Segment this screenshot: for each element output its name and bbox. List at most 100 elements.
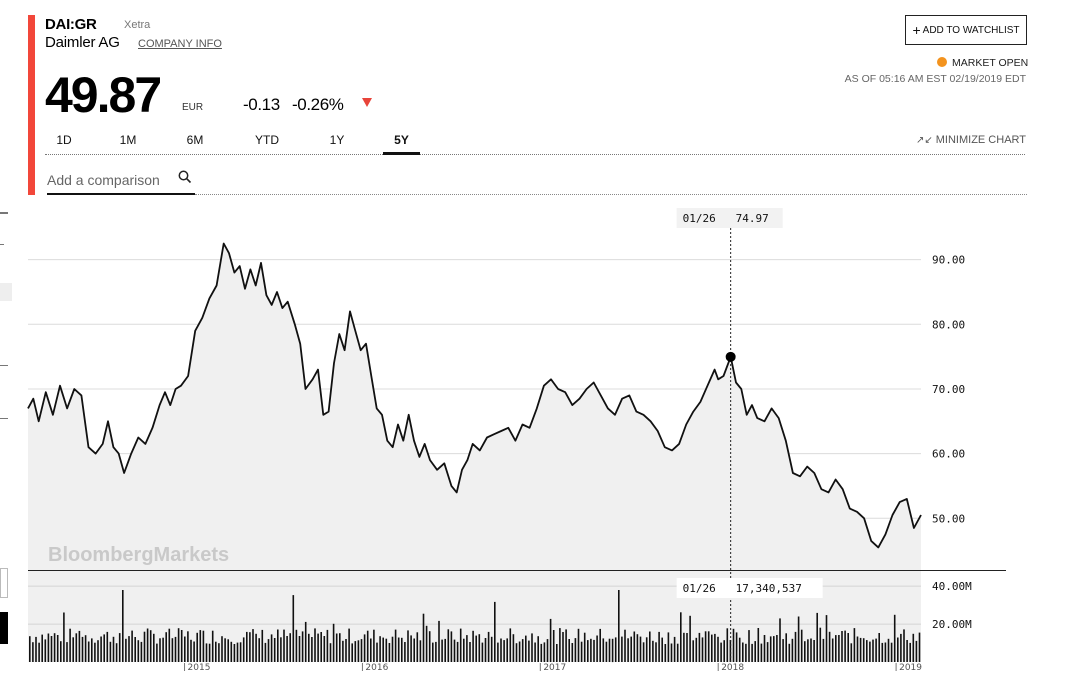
volume-bar [354,641,357,662]
volume-bar [32,642,34,662]
volume-bar [580,641,583,662]
tab-ytd[interactable]: YTD [255,133,279,147]
time-tick-label: 2015 [188,663,211,673]
volume-bar [428,631,431,662]
volume-bar [745,643,747,662]
volume-bar [639,636,642,662]
volume-bar [773,636,775,662]
volume-bar [490,636,493,662]
volume-bar [658,631,660,662]
volume-bar [236,642,239,662]
volume-bar [264,642,267,662]
tab-5y[interactable]: 5Y [383,133,420,155]
volume-bar [661,637,663,662]
volume-bar [165,632,167,662]
volume-bar [590,638,592,662]
tab-1m[interactable]: 1M [119,133,137,147]
volume-bar [72,637,74,662]
volume-bar [680,612,682,662]
company-info-link[interactable]: COMPANY INFO [138,38,222,50]
volume-bar [190,639,192,662]
volume-bar [825,615,828,662]
as-of-timestamp: AS OF 05:16 AM EST 02/19/2019 EDT [844,73,1026,85]
volume-bar [419,640,422,662]
volume-bar [156,643,158,662]
volume-bar [53,633,56,662]
volume-bar [211,630,214,662]
volume-bar [819,627,822,662]
currency-label: EUR [182,102,204,113]
volume-bar [261,629,264,662]
volume-bar [587,640,589,662]
volume-bar [556,644,558,662]
volume-bar [115,643,118,662]
volume-bar [742,642,744,662]
volume-bar [605,641,608,662]
volume-bar [835,635,837,662]
volume-bar [543,642,546,662]
tab-1y[interactable]: 1Y [329,133,345,147]
volume-bar [525,635,527,662]
volume-bar [630,636,632,662]
minimize-chart-button[interactable]: ↗↙ MINIMIZE CHART [916,134,1026,146]
volume-bar [239,642,242,662]
comparison-search [47,168,195,195]
volume-bar [286,636,288,662]
add-to-watchlist-button[interactable]: + ADD TO WATCHLIST [905,15,1027,45]
tab-6m[interactable]: 6M [186,133,204,147]
search-icon[interactable] [178,170,192,184]
volume-bar [611,638,614,663]
volume-bar [205,643,208,662]
time-tick-label: 2017 [543,663,566,673]
volume-bar [738,637,741,662]
volume-bar [729,640,732,662]
exchange-name: Xetra [124,19,151,31]
market-status: MARKET OPEN [952,57,1029,69]
volume-bar [887,638,890,662]
range-tabs: 1D 1M 6M YTD 1Y 5Y [45,133,1025,155]
tab-1d[interactable]: 1D [56,133,72,147]
volume-bar [655,642,657,662]
volume-bar [717,636,719,662]
volume-bar [373,629,375,662]
volume-bar [335,633,338,662]
volume-bar [683,632,685,662]
price-tick-label: 60.00 [932,448,965,461]
volume-bar [481,642,484,662]
crosshair-volume-tooltip: 01/26 17,340,537 [676,578,823,598]
volume-bar [360,639,363,662]
volume-bar [29,636,31,662]
volume-bar [317,633,319,662]
volume-bar [562,632,564,662]
volume-bar [401,637,403,662]
volume-bar [422,613,425,662]
volume-bar [884,642,887,662]
volume-bar [695,637,698,662]
price-axis-labels: 90.00 80.00 70.00 60.00 50.00 [932,254,965,526]
volume-bar [856,636,859,662]
volume-bar [416,632,419,662]
volume-bar [875,638,877,662]
market-status-dot-icon [937,57,947,67]
comparison-input[interactable] [47,168,172,192]
tooltip-volume-date: 01/26 [683,582,716,595]
volume-bar [75,633,78,662]
volume-bar [342,640,344,662]
volume-bar [323,636,326,662]
price-tick-label: 70.00 [932,383,965,396]
volume-bar [711,634,713,662]
volume-bar [258,638,260,662]
company-name: Daimler AG [45,34,120,51]
volume-bar [751,643,753,662]
volume-bar [850,643,853,662]
volume-bar [109,641,112,662]
volume-bar [912,633,915,662]
volume-bar [388,643,391,662]
volume-bar [788,643,791,662]
volume-bar [208,643,211,662]
volume-bar [549,618,552,662]
volume-bar [385,638,388,662]
volume-bar [791,638,794,662]
volume-bar [757,628,760,662]
